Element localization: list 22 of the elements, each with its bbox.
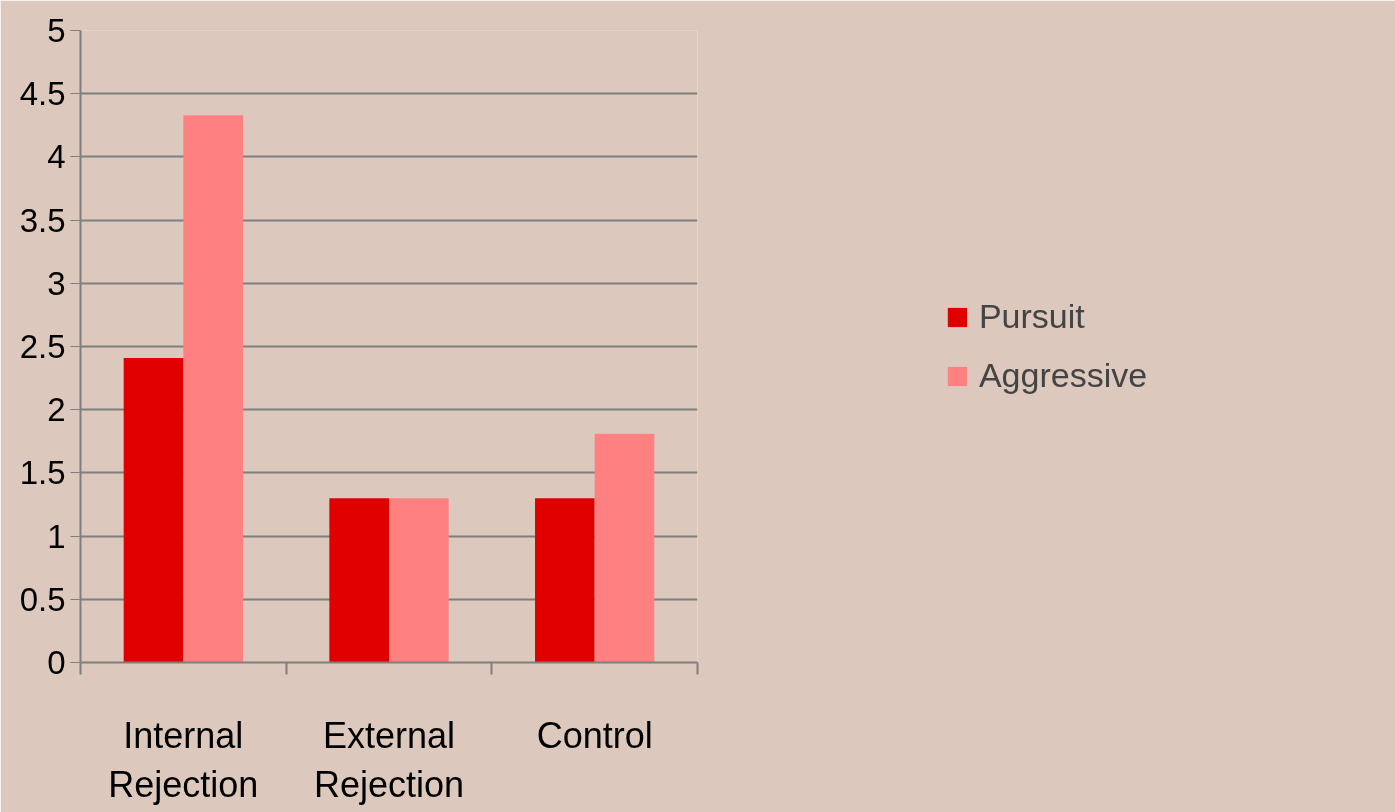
- y-tick-label: 4.5: [19, 75, 66, 113]
- legend-label: Aggressive: [978, 356, 1148, 395]
- bar: [329, 498, 389, 663]
- legend-label: Pursuit: [978, 297, 1085, 336]
- y-tick-label: 0.5: [19, 580, 66, 618]
- y-tick-label: 0: [47, 644, 66, 681]
- x-tick-label: External Rejection: [313, 714, 465, 805]
- x-tick-label: Internal Rejection: [108, 714, 259, 805]
- bar: [183, 115, 243, 663]
- x-tick-label: Control: [536, 714, 653, 756]
- y-tick-label: 5: [47, 12, 66, 49]
- y-tick-label: 4: [47, 138, 66, 176]
- bar: [594, 433, 655, 663]
- y-tick-label: 2: [47, 391, 66, 429]
- y-tick-label: 2.5: [19, 328, 66, 365]
- y-tick-label: 1.5: [19, 454, 66, 492]
- bar: [535, 498, 595, 663]
- bar: [123, 357, 184, 663]
- bar: [389, 498, 449, 663]
- y-tick-label: 1: [47, 517, 66, 555]
- y-tick-label: 3.5: [19, 201, 66, 239]
- y-tick-label: 3: [47, 264, 66, 302]
